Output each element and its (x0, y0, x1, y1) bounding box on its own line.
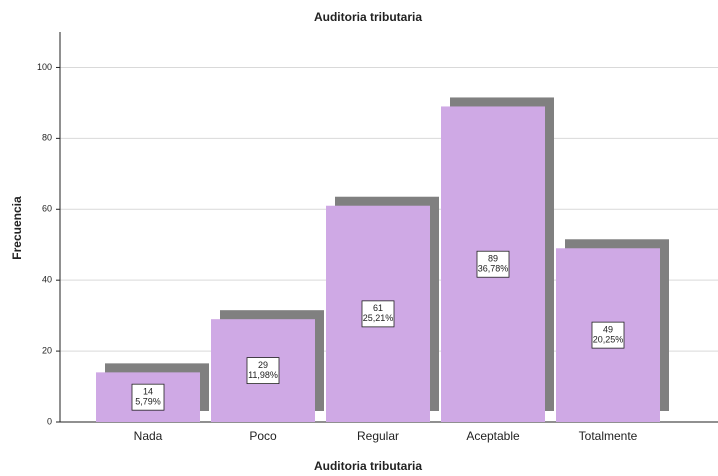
value-label: 14 (143, 387, 153, 397)
percent-label: 36,78% (478, 264, 509, 274)
chart-title: Auditoria tributaria (314, 10, 422, 24)
label-box (361, 300, 395, 328)
label-box (591, 321, 625, 349)
y-tick-label: 80 (42, 133, 52, 143)
percent-label: 5,79% (135, 397, 161, 407)
y-tick-label: 60 (42, 204, 52, 214)
percent-label: 25,21% (363, 313, 394, 323)
y-tick-label: 0 (47, 416, 52, 426)
y-tick-label: 100 (37, 62, 52, 72)
value-label: 29 (258, 360, 268, 370)
x-tick-label: Totalmente (579, 429, 638, 443)
value-label: 61 (373, 303, 383, 313)
x-tick-label: Aceptable (466, 429, 520, 443)
label-box (131, 383, 165, 411)
y-tick-label: 40 (42, 275, 52, 285)
label-box (476, 250, 510, 278)
x-axis-label: Auditoria tributaria (314, 459, 422, 473)
value-label: 49 (603, 325, 613, 335)
value-label: 89 (488, 254, 498, 264)
y-tick-label: 20 (42, 345, 52, 355)
x-tick-label: Nada (134, 429, 163, 443)
percent-label: 20,25% (593, 335, 624, 345)
percent-label: 11,98% (248, 370, 278, 380)
x-tick-label: Poco (249, 429, 277, 443)
y-axis-label: Frecuencia (10, 196, 24, 260)
label-box (246, 357, 280, 384)
x-tick-label: Regular (357, 429, 399, 443)
